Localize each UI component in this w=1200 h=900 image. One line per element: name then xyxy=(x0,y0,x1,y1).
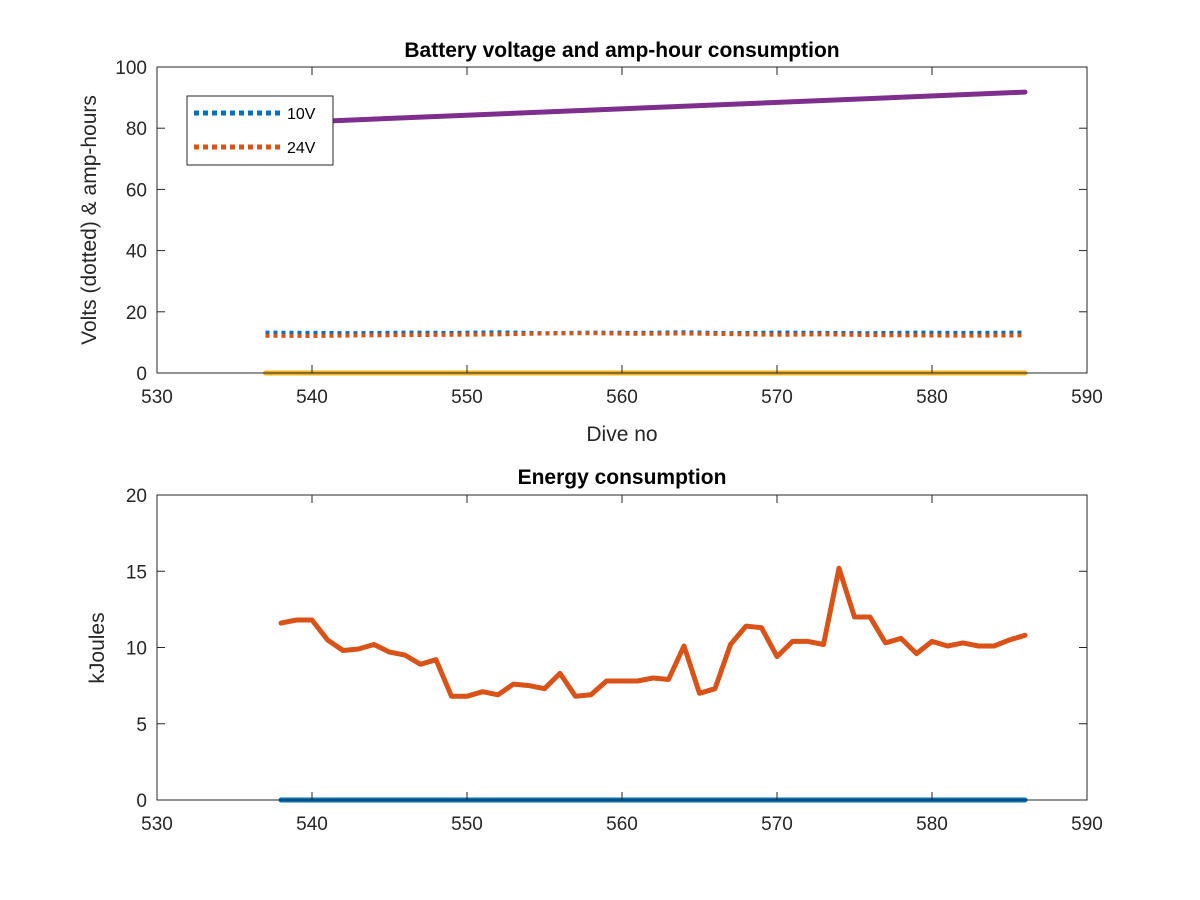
y-tick-label: 15 xyxy=(126,562,147,583)
voltage-chart: 530 540 550 560 570 580 590 0 20 40 60 80 100 Batter… xyxy=(78,39,1103,446)
x-tick-label: 550 xyxy=(451,814,483,835)
x-tick-label: 560 xyxy=(606,814,638,835)
x-tick-label: 570 xyxy=(761,814,793,835)
voltage-chart-title: Battery voltage and amp-hour consumption xyxy=(404,39,839,62)
x-tick-label: 580 xyxy=(916,387,948,408)
voltage-chart-ylabel: Volts (dotted) & amp-hours xyxy=(78,95,101,345)
y-tick-label: 5 xyxy=(136,715,147,736)
x-tick-label: 550 xyxy=(451,387,483,408)
y-tick-label: 0 xyxy=(136,364,147,385)
y-tick-label: 10 xyxy=(126,639,147,660)
legend-label-10v: 10V xyxy=(287,106,316,123)
x-tick-label: 540 xyxy=(296,814,328,835)
energy-chart-ylabel: kJoules xyxy=(86,612,109,683)
x-tick-label: 530 xyxy=(141,814,173,835)
x-tick-label: 560 xyxy=(606,387,638,408)
x-tick-label: 590 xyxy=(1071,387,1103,408)
legend-label-24v: 24V xyxy=(287,140,316,157)
voltage-chart-ticks: 530 540 550 560 570 580 590 0 20 40 60 80 100 xyxy=(115,58,1103,408)
legend-box xyxy=(186,95,334,166)
y-tick-label: 80 xyxy=(126,119,147,140)
y-tick-label: 20 xyxy=(126,303,147,324)
energy-chart-ticks: 530 540 550 560 570 580 590 0 5 10 15 20 xyxy=(126,486,1103,835)
y-tick-label: 40 xyxy=(126,242,147,263)
x-tick-label: 590 xyxy=(1071,814,1103,835)
x-tick-label: 530 xyxy=(141,387,173,408)
x-tick-label: 570 xyxy=(761,387,793,408)
x-tick-label: 580 xyxy=(916,814,948,835)
voltage-chart-xlabel: Dive no xyxy=(586,423,657,446)
y-tick-label: 20 xyxy=(126,486,147,507)
series-line-3 xyxy=(263,89,1028,127)
voltage-chart-legend: 10V 24V xyxy=(186,95,334,166)
y-tick-label: 100 xyxy=(115,58,147,79)
energy-chart: 530 540 550 560 570 580 590 0 5 10 15 20 Energy con… xyxy=(86,466,1103,835)
series-line-1 xyxy=(278,565,1028,699)
y-tick-label: 0 xyxy=(136,791,147,812)
x-tick-label: 540 xyxy=(296,387,328,408)
y-tick-label: 60 xyxy=(126,180,147,201)
energy-chart-title: Energy consumption xyxy=(518,466,727,489)
